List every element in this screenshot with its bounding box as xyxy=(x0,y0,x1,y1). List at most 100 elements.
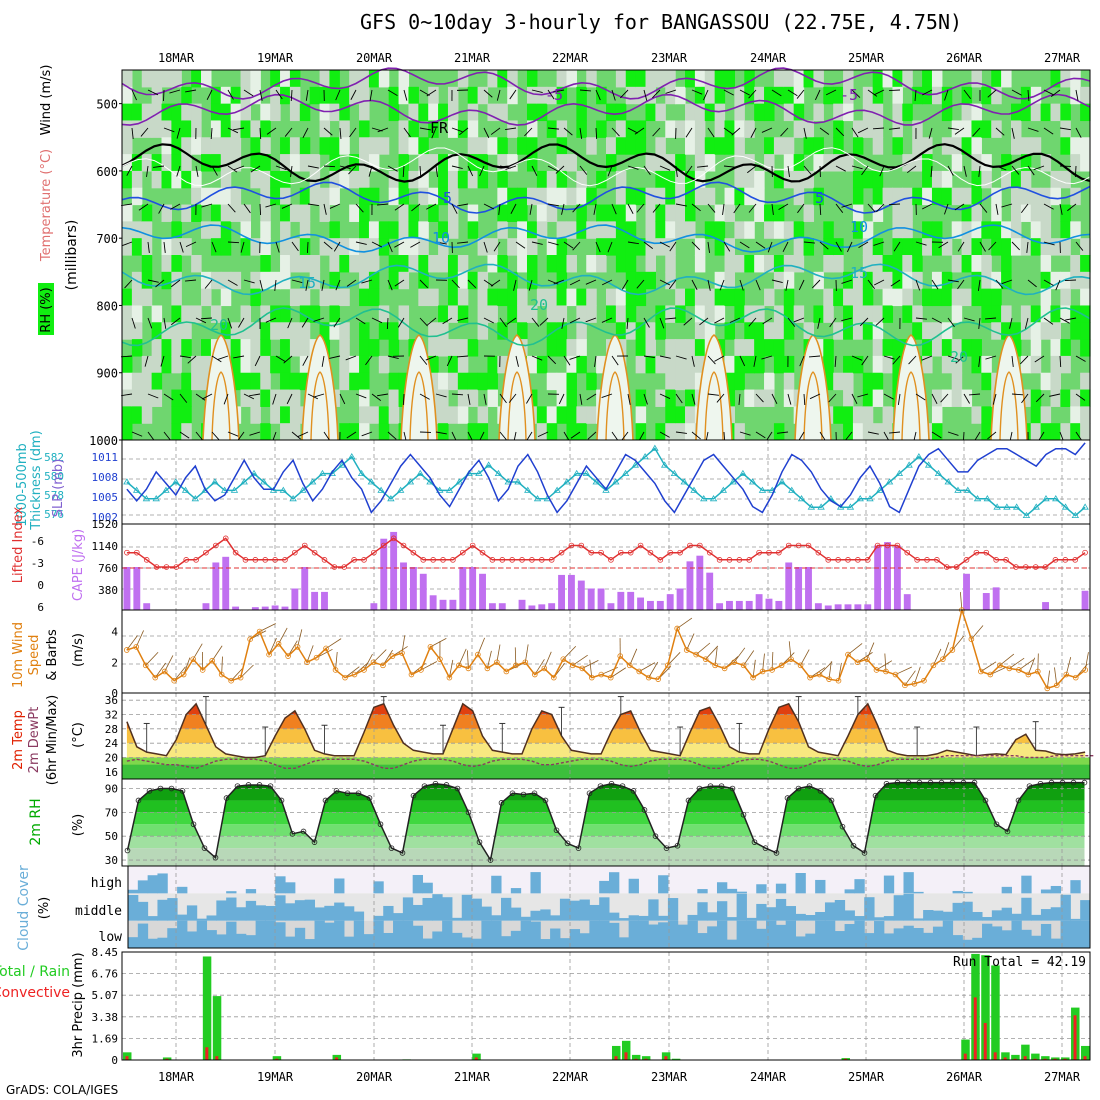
lifted-index-line-point xyxy=(864,557,871,563)
rh-cell xyxy=(576,187,587,206)
rh-line-point xyxy=(564,840,571,847)
wind-barb xyxy=(611,89,616,101)
pressure-tick: 600 xyxy=(96,165,118,179)
wind-barb xyxy=(483,203,495,210)
rh-cell xyxy=(171,170,182,189)
rh-cell xyxy=(704,305,716,323)
rh-cell xyxy=(201,187,212,206)
rh-cell xyxy=(892,255,903,273)
rh-cell xyxy=(447,355,459,374)
rh-line-point xyxy=(982,797,989,804)
lifted-index-line-point xyxy=(874,542,881,549)
rh-cell xyxy=(764,154,775,172)
rh-cell xyxy=(368,154,380,172)
wind-barb xyxy=(942,642,950,660)
rh-cell xyxy=(1040,372,1052,391)
rh-cell xyxy=(487,288,498,307)
rh-cell xyxy=(339,322,350,340)
wind-barb xyxy=(643,165,651,176)
cloud-bar xyxy=(451,917,463,921)
rh-cell xyxy=(201,372,212,391)
date-label-bottom: 27MAR xyxy=(1044,1070,1081,1084)
wind-barb xyxy=(972,127,981,137)
rh-line-point xyxy=(927,779,934,786)
cloud-bar xyxy=(628,878,639,894)
rh-cell xyxy=(665,221,676,239)
rh-cell xyxy=(161,271,172,290)
wind-barb xyxy=(933,648,942,666)
wind-barb xyxy=(1043,241,1055,246)
rh-cell xyxy=(872,271,884,290)
rh-cell xyxy=(1010,170,1022,189)
rh-cell xyxy=(902,70,913,88)
cape-bar xyxy=(716,603,724,610)
cape-bar xyxy=(261,606,269,610)
label-convective: Convective xyxy=(0,985,70,1001)
wind-barb xyxy=(685,165,693,176)
rh-cell xyxy=(882,187,894,206)
rh-cell xyxy=(1080,406,1091,424)
rh-cell xyxy=(783,322,795,340)
rh-cell xyxy=(714,288,726,307)
wind-barb xyxy=(572,241,581,251)
rh-cell xyxy=(734,288,745,307)
wind-barb xyxy=(659,317,665,329)
lifted-index-line-point xyxy=(716,557,723,563)
isotherm-line xyxy=(121,224,1091,253)
wind-barb xyxy=(243,203,251,214)
rh-cell xyxy=(941,170,953,189)
wind-barb xyxy=(803,393,806,406)
rh-cell xyxy=(665,372,676,391)
rh-cell xyxy=(566,288,577,307)
rh-cell xyxy=(280,137,291,155)
label-2m-rh: 2m RH xyxy=(28,798,44,845)
cape-bar xyxy=(834,604,842,610)
wind-speed-line-point xyxy=(475,651,481,658)
wind-tick: 0 xyxy=(111,687,118,700)
rh-cell xyxy=(724,187,736,206)
rh-line-point xyxy=(861,850,868,856)
wind-barb xyxy=(914,89,917,101)
rh-cell xyxy=(467,120,479,138)
rh-line-point xyxy=(663,845,670,851)
rh-cell xyxy=(230,204,242,222)
wind-barb xyxy=(547,89,555,100)
rh-cell xyxy=(724,137,736,155)
wind-barb xyxy=(595,89,601,101)
cape-bar xyxy=(143,603,151,610)
rh-cell xyxy=(665,305,676,323)
rh-line-point xyxy=(740,811,747,818)
wind-barb xyxy=(957,241,965,252)
rh-cell xyxy=(843,271,854,290)
rh-cell xyxy=(299,339,311,357)
wind-barb xyxy=(563,127,573,136)
cape-bar xyxy=(370,603,378,610)
rh-cell xyxy=(655,322,666,340)
lifted-index-line-point xyxy=(1042,564,1049,570)
wind-barb xyxy=(179,431,190,439)
rh-cell xyxy=(586,255,597,273)
rh-cell xyxy=(171,255,182,273)
wind-barb xyxy=(723,165,735,168)
cloud-level-middle: middle xyxy=(75,904,122,919)
rh-cell xyxy=(665,170,676,189)
thickness-tick: 576 xyxy=(44,508,64,521)
rh-cell xyxy=(1050,70,1061,88)
rh-cell xyxy=(961,120,973,138)
cloud-bar xyxy=(697,902,708,921)
rh-cell xyxy=(1001,238,1012,256)
cloud-bar xyxy=(422,897,433,921)
rh-cell xyxy=(220,170,232,189)
rh-cell xyxy=(852,204,864,222)
rh-cell xyxy=(240,204,252,222)
cloud-bar xyxy=(461,894,473,921)
cloud-bar xyxy=(756,903,767,921)
rh-cell xyxy=(280,355,291,374)
rh-cell xyxy=(141,355,153,374)
rh-cell xyxy=(151,355,163,374)
rh-cell xyxy=(606,154,617,172)
rh-cell xyxy=(586,137,597,155)
rh-cell xyxy=(1080,238,1091,256)
wind-barb xyxy=(163,317,167,329)
